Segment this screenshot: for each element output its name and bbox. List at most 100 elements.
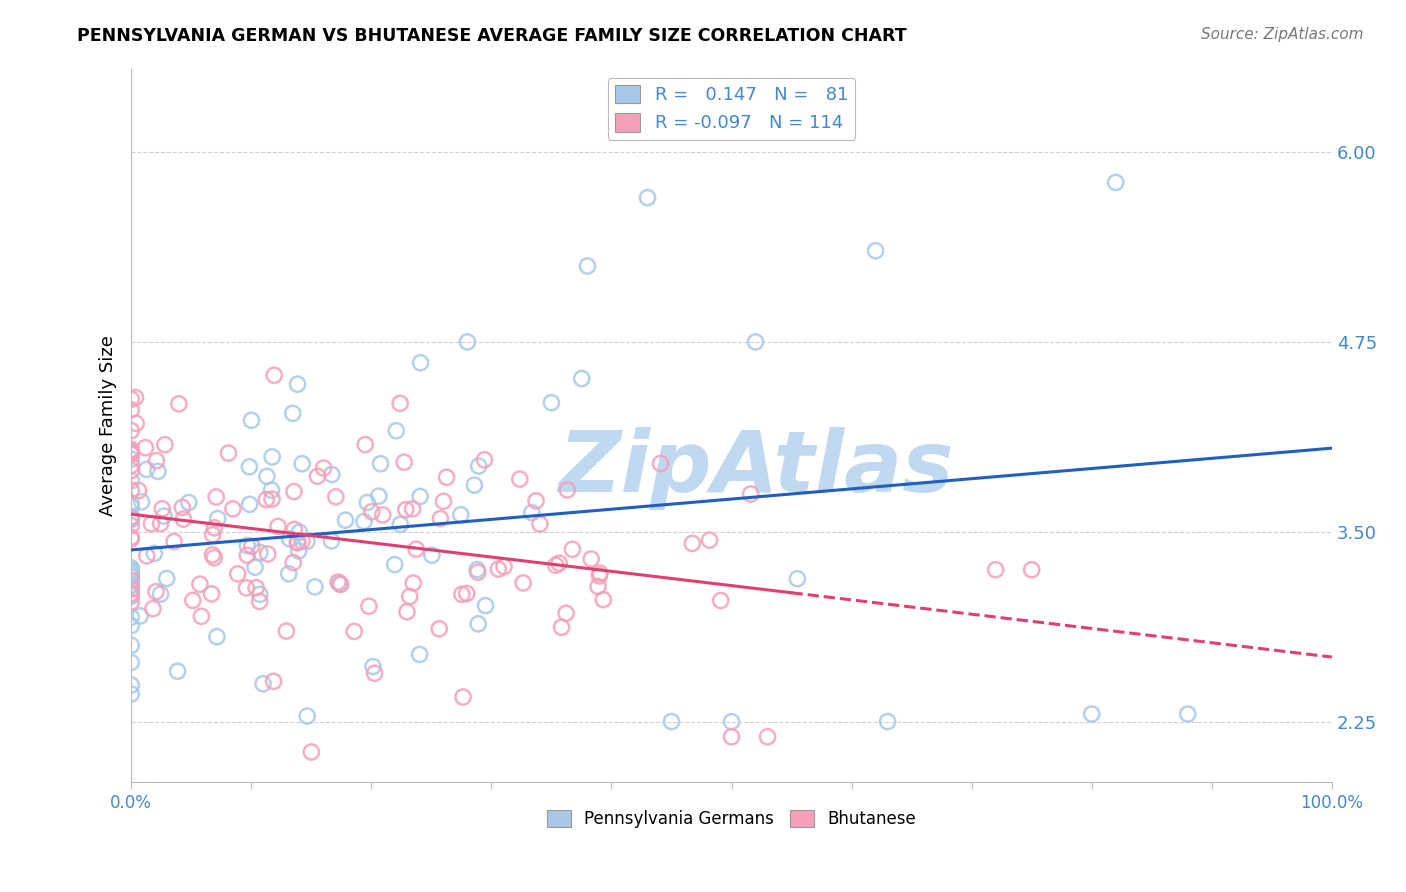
Point <box>283 556 305 570</box>
Point <box>524 494 547 508</box>
Point <box>120 578 142 592</box>
Point <box>561 542 583 557</box>
Point <box>120 402 142 417</box>
Point <box>120 610 142 624</box>
Point <box>181 593 204 607</box>
Point <box>120 678 142 692</box>
Point <box>276 624 298 638</box>
Point <box>304 580 326 594</box>
Point <box>156 571 179 585</box>
Point <box>509 472 531 486</box>
Point <box>1177 706 1199 721</box>
Point <box>240 413 263 427</box>
Point <box>384 558 406 572</box>
Point <box>354 437 377 451</box>
Point <box>249 545 271 559</box>
Point <box>120 474 142 488</box>
Point <box>588 569 610 583</box>
Point <box>120 566 142 581</box>
Point <box>120 464 142 478</box>
Point <box>120 578 142 592</box>
Point <box>409 490 432 504</box>
Point <box>463 478 485 492</box>
Point <box>245 581 267 595</box>
Point <box>363 666 385 681</box>
Point <box>586 580 609 594</box>
Point <box>141 516 163 531</box>
Point <box>291 457 314 471</box>
Point <box>146 464 169 478</box>
Point <box>120 510 142 524</box>
Point <box>474 599 496 613</box>
Point <box>876 714 898 729</box>
Text: PENNSYLVANIA GERMAN VS BHUTANESE AVERAGE FAMILY SIZE CORRELATION CHART: PENNSYLVANIA GERMAN VS BHUTANESE AVERAGE… <box>77 27 907 45</box>
Point <box>720 714 742 729</box>
Point <box>786 572 808 586</box>
Point <box>120 582 142 597</box>
Point <box>451 587 474 601</box>
Point <box>402 576 425 591</box>
Point <box>529 516 551 531</box>
Point <box>120 442 142 457</box>
Point <box>367 489 389 503</box>
Point <box>295 534 318 549</box>
Point <box>125 417 148 431</box>
Point <box>120 569 142 583</box>
Point <box>409 356 432 370</box>
Point <box>283 523 305 537</box>
Point <box>120 512 142 526</box>
Text: ZipAtlas: ZipAtlas <box>558 426 953 509</box>
Point <box>520 506 543 520</box>
Point <box>135 549 157 563</box>
Point <box>385 424 408 438</box>
Point <box>120 587 142 601</box>
Point <box>281 406 304 420</box>
Point <box>163 534 186 549</box>
Point <box>720 730 742 744</box>
Point <box>120 452 142 467</box>
Point <box>361 659 384 673</box>
Point <box>124 391 146 405</box>
Point <box>699 533 721 548</box>
Point <box>120 573 142 587</box>
Point <box>267 519 290 533</box>
Point <box>129 609 152 624</box>
Point <box>408 648 430 662</box>
Point <box>120 687 142 701</box>
Point <box>486 562 509 576</box>
Point <box>579 552 602 566</box>
Point <box>312 461 335 475</box>
Point <box>392 455 415 469</box>
Point <box>492 559 515 574</box>
Point <box>120 446 142 460</box>
Point <box>263 368 285 383</box>
Point <box>120 447 142 461</box>
Point <box>120 530 142 544</box>
Point <box>555 607 578 621</box>
Point <box>145 584 167 599</box>
Point <box>512 576 534 591</box>
Point <box>131 495 153 509</box>
Point <box>238 459 260 474</box>
Point <box>420 548 443 562</box>
Point <box>263 674 285 689</box>
Point <box>249 587 271 601</box>
Point <box>343 624 366 639</box>
Point <box>277 566 299 581</box>
Point <box>287 544 309 558</box>
Point <box>467 566 489 580</box>
Point <box>188 577 211 591</box>
Point <box>143 546 166 560</box>
Point <box>120 563 142 577</box>
Point <box>149 516 172 531</box>
Point <box>172 500 194 515</box>
Point <box>326 575 349 590</box>
Point <box>467 459 489 474</box>
Point <box>325 490 347 504</box>
Point <box>201 527 224 541</box>
Point <box>650 457 672 471</box>
Point <box>370 457 392 471</box>
Point <box>401 501 423 516</box>
Point <box>1105 176 1128 190</box>
Point <box>128 483 150 498</box>
